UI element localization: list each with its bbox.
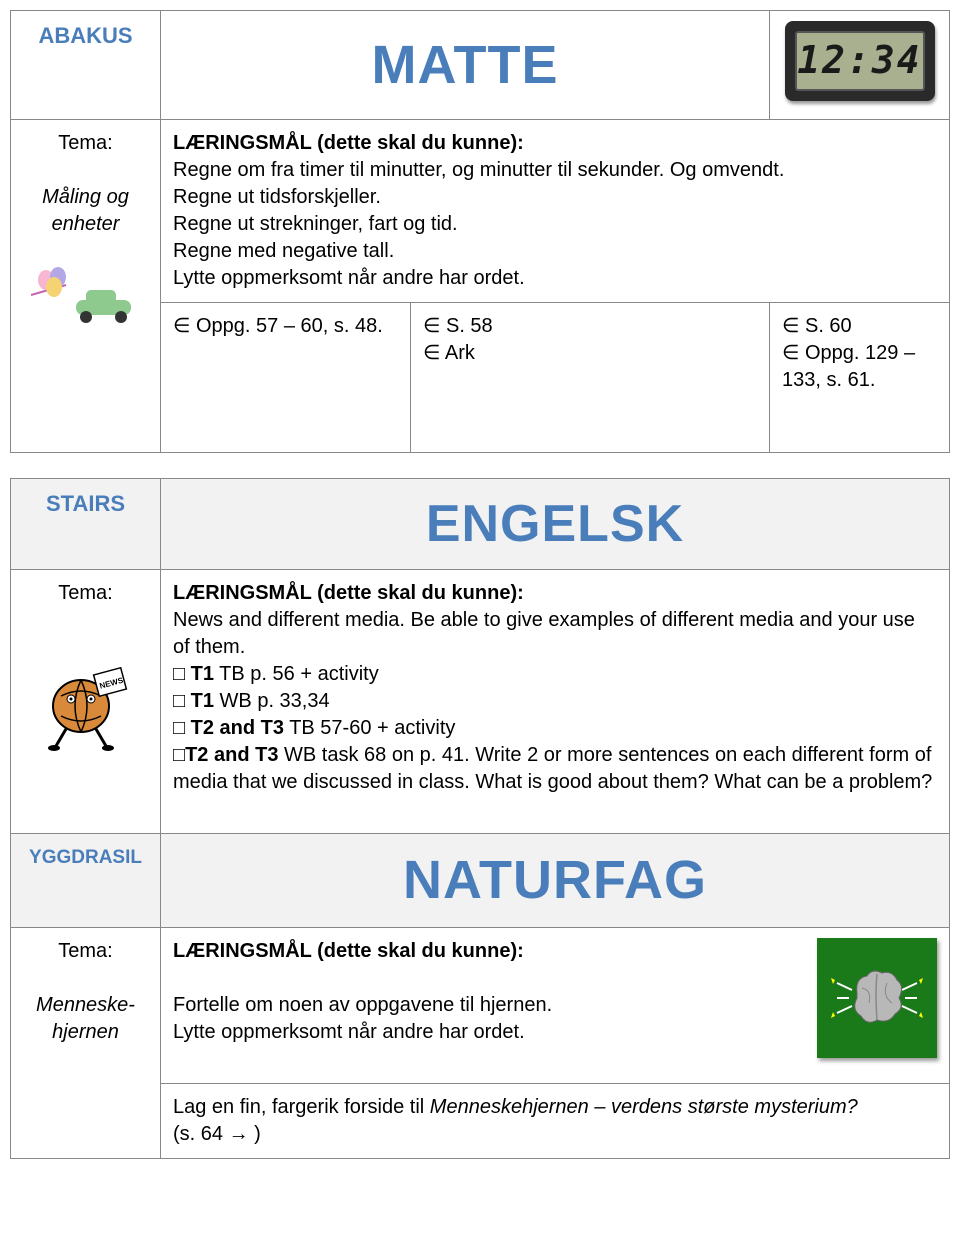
clock-icon: 12:34 [785,21,935,101]
matte-table: ABAKUS MATTE 12:34 Tema: Måling og enhet… [10,10,950,453]
natur-line: Lytte oppmerksomt når andre har ordet. [173,1021,525,1043]
assign-text: ∈ S. 60 [782,315,852,337]
box-glyph: □ [173,717,191,739]
t-label: T1 [191,690,214,712]
matte-goal-line: Regne med negative tall. [173,240,394,262]
assign-text: ∈ S. 58 [423,315,493,337]
matte-goals-cell: LÆRINGSMÅL (dette skal du kunne): Regne … [161,120,950,303]
engelsk-tema-cell: Tema: NEWS [11,570,161,834]
matte-tema-value: Måling og enheter [23,184,148,238]
naturfag-tema-value: Menneske-hjernen [23,992,148,1046]
matte-assign-col1: ∈ Oppg. 57 – 60, s. 48. [161,303,411,453]
t-label: T2 and T3 [191,717,284,739]
box-glyph: □ [173,744,185,766]
t-label: T2 and T3 [185,744,278,766]
matte-goal-line: Lytte oppmerksomt når andre har ordet. [173,267,525,289]
natur-task-pre: Lag en fin, fargerik forside til [173,1096,430,1118]
engelsk-book-title: STAIRS [46,491,125,516]
matte-book-cell: ABAKUS [11,11,161,120]
assign-text: ∈ Ark [423,342,475,364]
tema-label: Tema: [23,938,148,965]
matte-subject-cell: MATTE [161,11,770,120]
naturfag-subject-title: NATURFAG [173,844,937,917]
engelsk-goals-label: LÆRINGSMÅL (dette skal du kunne): [173,582,524,604]
engelsk-book-cell: STAIRS [11,479,161,570]
tema-label: Tema: [23,130,148,157]
matte-goals-label: LÆRINGSMÅL (dette skal du kunne): [173,132,524,154]
engelsk-subject-cell: ENGELSK [161,479,950,570]
natur-task-italic: Menneskehjernen – verdens største myster… [430,1096,858,1118]
naturfag-subject-cell: NATURFAG [161,834,950,928]
news-globe-icon: NEWS [41,661,131,751]
engelsk-naturfag-table: STAIRS ENGELSK Tema: NEWS [10,478,950,1159]
naturfag-task-cell: Lag en fin, fargerik forside til Mennesk… [161,1084,950,1159]
naturfag-book-title: YGGDRASIL [29,847,142,868]
eng-line: WB task 68 on p. 41. Write 2 or more sen… [173,744,932,793]
tema-label: Tema: [23,580,148,607]
matte-book-title: ABAKUS [38,23,132,48]
engelsk-goal-text: News and different media. Be able to giv… [173,609,915,658]
naturfag-goals-cell: LÆRINGSMÅL (dette skal du kunne): Fortel… [161,928,950,1084]
assign-text: ∈ Oppg. 129 – 133, s. 61. [782,342,915,391]
clock-display: 12:34 [795,31,925,91]
matte-goal-line: Regne ut tidsforskjeller. [173,186,381,208]
car-balloon-icon [26,265,146,325]
eng-line: TB p. 56 + activity [214,663,379,685]
matte-subject-title: MATTE [173,29,757,102]
naturfag-book-cell: YGGDRASIL [11,834,161,928]
natur-task-post: (s. 64 → ) [173,1123,261,1145]
matte-assign-col3: ∈ S. 60 ∈ Oppg. 129 – 133, s. 61. [770,303,950,453]
brain-icon [817,938,937,1058]
box-glyph: □ [173,663,191,685]
matte-tema-cell: Tema: Måling og enheter [11,120,161,453]
eng-line: TB 57-60 + activity [284,717,455,739]
matte-goal-line: Regne om fra timer til minutter, og minu… [173,159,784,181]
matte-goal-line: Regne ut strekninger, fart og tid. [173,213,458,235]
naturfag-goals-label: LÆRINGSMÅL (dette skal du kunne): [173,940,524,962]
assign-text: ∈ Oppg. 57 – 60, s. 48. [173,315,383,337]
engelsk-subject-title: ENGELSK [173,489,937,559]
naturfag-tema-cell: Tema: Menneske-hjernen [11,928,161,1159]
natur-line: Fortelle om noen av oppgavene til hjerne… [173,994,552,1016]
box-glyph: □ [173,690,191,712]
eng-line: WB p. 33,34 [214,690,330,712]
t-label: T1 [191,663,214,685]
clock-cell: 12:34 [770,11,950,120]
matte-assign-col2: ∈ S. 58 ∈ Ark [411,303,770,453]
engelsk-content-cell: LÆRINGSMÅL (dette skal du kunne): News a… [161,570,950,834]
